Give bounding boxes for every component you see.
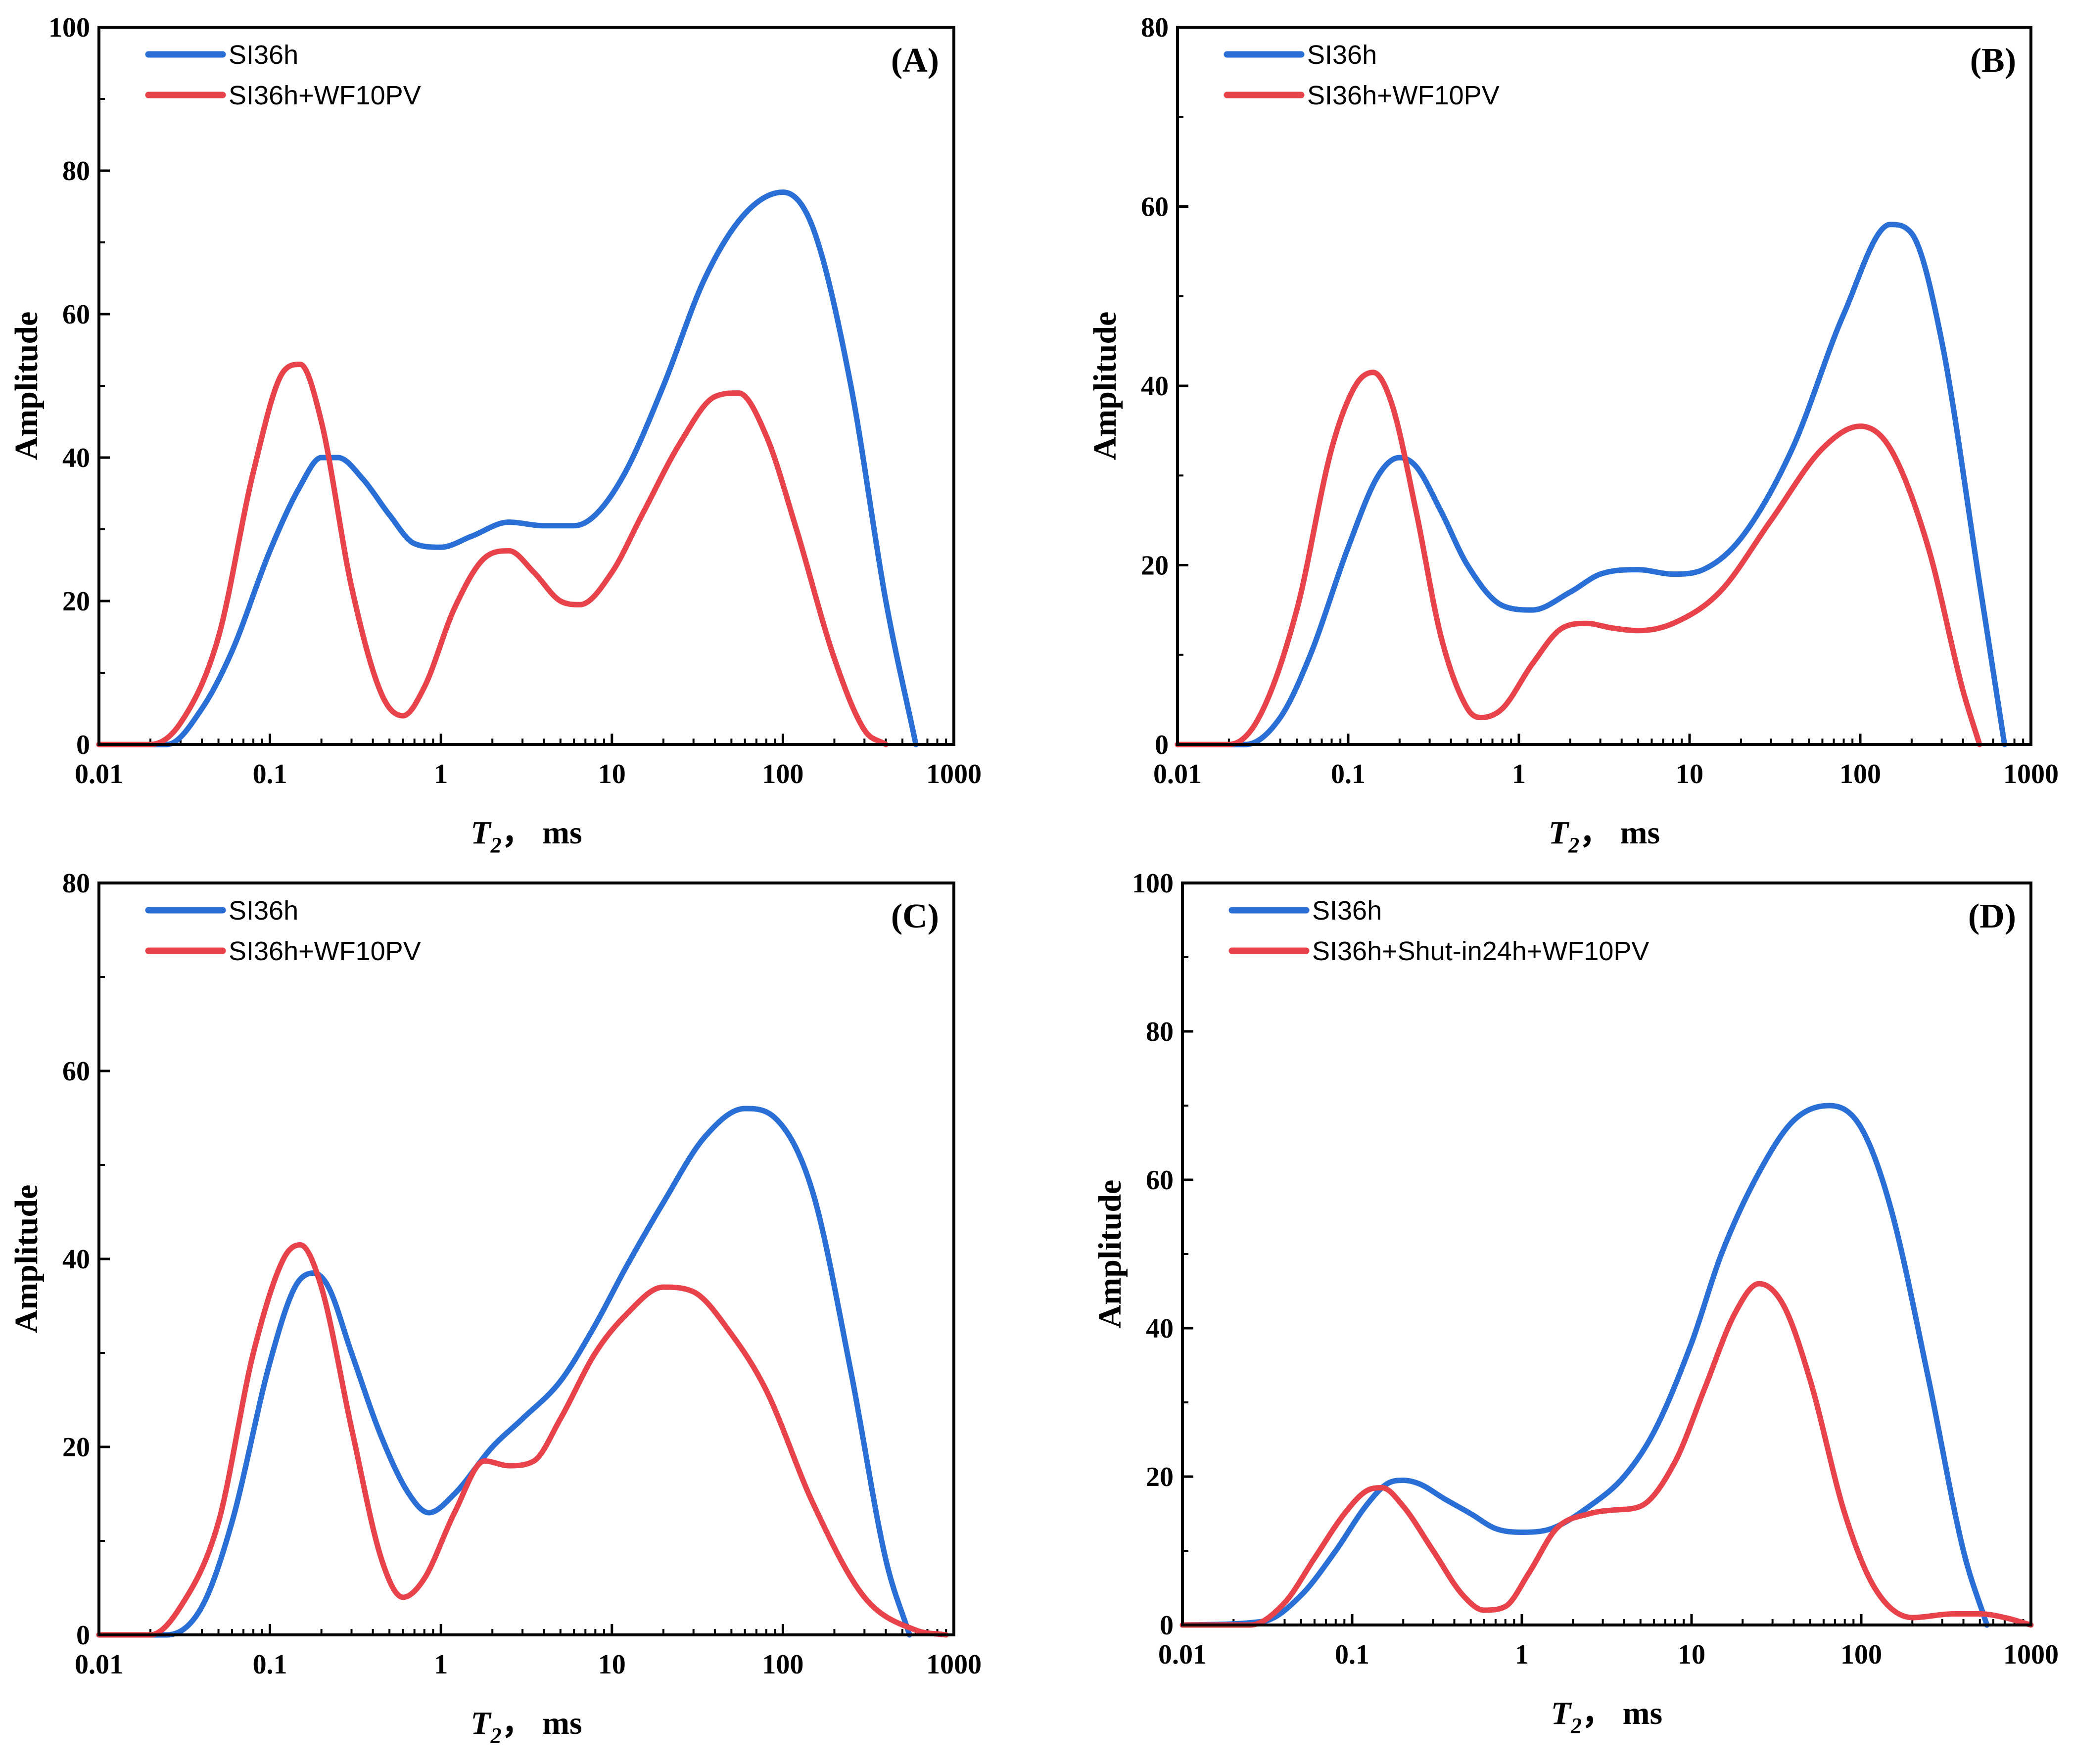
- x-axis-title: T2， ms: [1549, 815, 1660, 857]
- series-line-1: [1175, 222, 2008, 747]
- series-line-1: [1179, 1103, 1990, 1628]
- plot-frame: [1176, 26, 2032, 746]
- series-line-2: [96, 1242, 949, 1638]
- x-axis-title-subscript: 2: [490, 1723, 502, 1748]
- y-tick-label: 60: [1141, 192, 1169, 223]
- y-tick-label: 60: [1146, 1165, 1174, 1196]
- y-tick-label: 100: [1132, 868, 1174, 899]
- y-axis-title: Amplitude: [8, 1185, 45, 1334]
- y-tick-label: 20: [1141, 551, 1169, 581]
- y-tick-label: 40: [62, 443, 90, 473]
- chart-panel-3: 0.01 0.1 1 10 100 1000 0 20 40 60 80 SI36h SI36h+WF1…: [8, 868, 982, 1748]
- x-tick-label: 10: [598, 1649, 626, 1680]
- y-tick-label: 60: [62, 299, 90, 330]
- plot-frame: [97, 882, 955, 1636]
- x-tick-label: 0.1: [253, 1649, 287, 1680]
- x-axis-title: T2， ms: [1551, 1695, 1663, 1738]
- x-axis-title-symbol: T: [1549, 815, 1570, 851]
- y-axis-title: Amplitude: [8, 312, 45, 461]
- y-tick-label: 0: [1155, 730, 1169, 760]
- y-tick-label: 0: [76, 1620, 90, 1651]
- x-axis-title-subscript: 2: [1570, 1714, 1582, 1738]
- legend-label-2: SI36h+WF10PV: [229, 936, 421, 966]
- legend-label-2: SI36h+WF10PV: [1307, 81, 1500, 110]
- y-axis-title: Amplitude: [1092, 1180, 1128, 1329]
- x-axis-title-symbol: T: [1551, 1695, 1572, 1731]
- legend-label-2: SI36h+Shut-in24h+WF10PV: [1312, 936, 1649, 966]
- x-axis-title-unit: ， ms: [502, 1705, 582, 1741]
- x-tick-label: 100: [1839, 759, 1881, 789]
- legend-label-2: SI36h+WF10PV: [229, 81, 421, 110]
- y-tick-label: 0: [76, 730, 90, 760]
- x-tick-label: 1000: [926, 1649, 982, 1680]
- x-axis-title-unit: ， ms: [1582, 1695, 1662, 1731]
- x-axis-title: T2， ms: [471, 1705, 582, 1748]
- x-tick-label: 0.1: [253, 759, 287, 789]
- legend-label-1: SI36h: [1312, 896, 1382, 926]
- y-tick-label: 80: [1141, 12, 1169, 43]
- panel-label: (D): [1968, 897, 2016, 935]
- y-tick-label: 40: [62, 1244, 90, 1275]
- x-tick-label: 0.01: [75, 1649, 123, 1680]
- x-tick-label: 100: [762, 759, 803, 789]
- x-axis-title-symbol: T: [471, 815, 492, 851]
- x-tick-label: 100: [762, 1649, 803, 1680]
- x-tick-label: 1000: [2003, 759, 2059, 789]
- x-tick-label: 0.1: [1335, 1639, 1369, 1670]
- x-tick-label: 0.01: [1158, 1639, 1207, 1670]
- series-line-2: [1179, 1281, 2034, 1628]
- series-line-1: [96, 1106, 912, 1638]
- chart-panel-1: 0.01 0.1 1 10 100 1000 0 20 40 60 80 100 SI36h SI36h+…: [8, 12, 982, 857]
- x-tick-label: 1: [1515, 1639, 1529, 1670]
- y-tick-label: 80: [62, 868, 90, 899]
- plot-frame: [1181, 882, 2032, 1626]
- chart-panel-4: 0.01 0.1 1 10 100 1000 0 20 40 60 80 100 SI36h SI36h+…: [1092, 868, 2059, 1738]
- legend-label-1: SI36h: [229, 896, 298, 926]
- y-tick-label: 40: [1141, 371, 1169, 402]
- x-tick-label: 0.01: [1153, 759, 1202, 789]
- x-tick-label: 100: [1840, 1639, 1882, 1670]
- series-line-2: [96, 362, 889, 747]
- x-tick-label: 0.01: [75, 759, 123, 789]
- y-tick-label: 80: [62, 156, 90, 186]
- x-axis-title: T2， ms: [471, 815, 582, 857]
- x-tick-label: 1000: [2003, 1639, 2059, 1670]
- y-tick-label: 20: [62, 586, 90, 617]
- panel-label: (B): [1970, 42, 2016, 80]
- x-axis-title-unit: ， ms: [502, 815, 582, 851]
- y-tick-label: 0: [1160, 1610, 1174, 1641]
- y-axis-title: Amplitude: [1087, 312, 1123, 461]
- x-tick-label: 1: [434, 1649, 448, 1680]
- x-axis-title-subscript: 2: [1568, 833, 1579, 857]
- y-tick-label: 80: [1146, 1017, 1174, 1047]
- chart-panel-2: 0.01 0.1 1 10 100 1000 0 20 40 60 80 SI36h SI36h+WF1…: [1087, 12, 2059, 857]
- panel-label: (C): [891, 897, 939, 935]
- legend-label-1: SI36h: [1307, 40, 1377, 70]
- x-tick-label: 1: [434, 759, 448, 789]
- panel-label: (A): [891, 42, 939, 80]
- x-axis-title-symbol: T: [471, 1705, 492, 1741]
- x-tick-label: 10: [1676, 759, 1703, 789]
- x-tick-label: 1: [1512, 759, 1526, 789]
- x-tick-label: 0.1: [1331, 759, 1366, 789]
- y-tick-label: 40: [1146, 1313, 1174, 1344]
- y-tick-label: 20: [62, 1432, 90, 1463]
- x-axis-title-unit: ， ms: [1579, 815, 1660, 851]
- y-tick-label: 60: [62, 1056, 90, 1087]
- legend-label-1: SI36h: [229, 40, 298, 70]
- x-axis-title-subscript: 2: [490, 833, 502, 857]
- series-line-1: [96, 189, 919, 747]
- y-tick-label: 100: [48, 12, 90, 43]
- x-tick-label: 1000: [926, 759, 982, 789]
- x-tick-label: 10: [598, 759, 626, 789]
- x-tick-label: 10: [1678, 1639, 1705, 1670]
- plot-frame: [97, 26, 955, 746]
- y-tick-label: 20: [1146, 1462, 1174, 1492]
- series-line-2: [1175, 370, 1982, 747]
